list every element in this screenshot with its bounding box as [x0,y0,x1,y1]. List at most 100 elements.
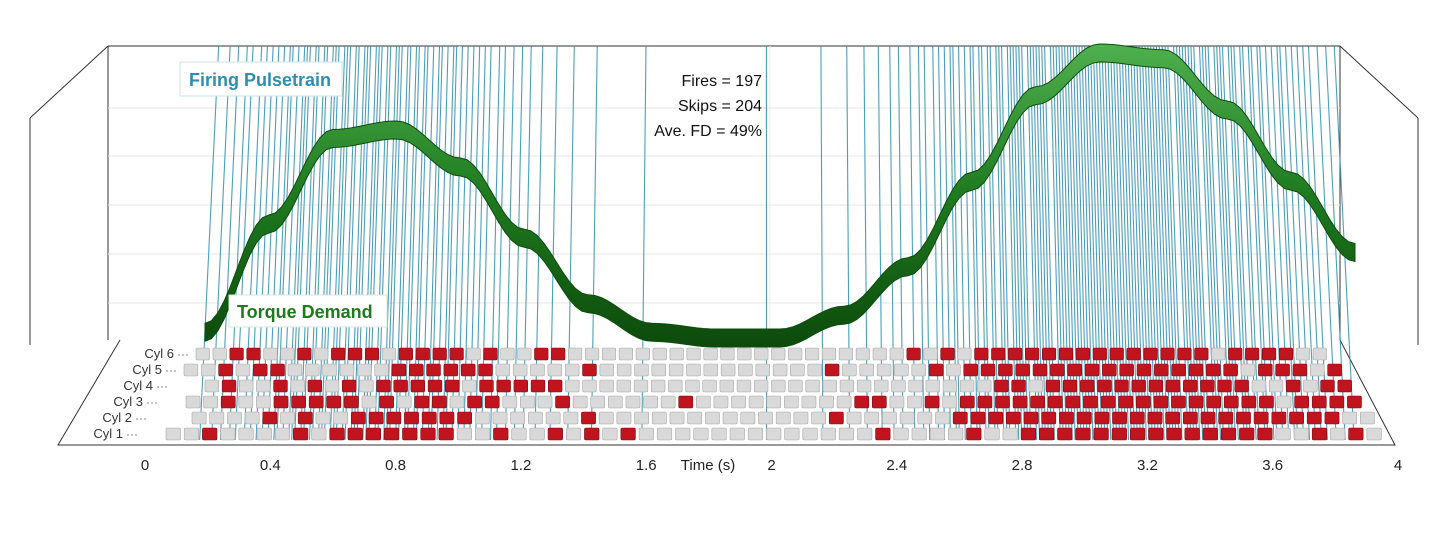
cylinder-fire-block [548,380,562,392]
cylinder-fire-block [1239,428,1254,440]
cylinder-skip-block [340,364,354,376]
cylinder-skip-block [877,364,891,376]
cylinder-fire-block [1349,428,1364,440]
cylinder-skip-block [600,380,614,392]
cylinder-skip-block [617,412,631,424]
cylinder-skip-block [847,412,861,424]
legend-torque-label: Torque Demand [237,302,373,322]
cylinder-fire-block [1006,412,1020,424]
cylinder-skip-block [257,428,272,440]
cylinder-fire-block [1077,412,1091,424]
cylinder-skip-block [703,380,717,392]
x-tick-label: 1.2 [510,457,531,474]
cylinder-skip-block [860,364,874,376]
cylinder-skip-block [806,380,820,392]
cylinder-fire-block [535,348,549,360]
cylinder-skip-block [721,348,735,360]
cylinder-fire-block [829,412,843,424]
x-tick-label: 1.6 [636,457,657,474]
cylinder-skip-block [943,396,957,408]
cylinder-skip-block [652,364,666,376]
cylinder-skip-block [900,412,914,424]
cylinder-skip-block [948,428,963,440]
cylinder-skip-block [739,364,753,376]
cylinder-fire-block [1325,412,1339,424]
cylinder-skip-block [639,428,654,440]
cylinder-fire-block [876,428,891,440]
cylinder-skip-block [771,348,785,360]
cylinder-skip-block [583,380,597,392]
cylinder-label: Cyl 3 [113,394,143,409]
cylinder-fire-block [404,412,418,424]
legend-firing-pulsetrain: Firing Pulsetrain [180,62,342,96]
cylinder-fire-block [344,396,358,408]
cylinder-skip-block [721,364,735,376]
cylinder-fire-block [1144,348,1158,360]
cylinder-fire-block [1242,396,1256,408]
cylinder-fire-block [416,348,430,360]
cylinder-skip-block [501,348,515,360]
cylinder-fire-block [1012,380,1026,392]
cylinder-fire-block [1093,348,1107,360]
cylinder-skip-block [239,428,254,440]
cylinder-skip-block [184,428,199,440]
cylinder-skip-block [1277,396,1291,408]
cylinder-skip-block [943,380,957,392]
cylinder-skip-block [457,428,472,440]
cylinder-fire-block [971,412,985,424]
cylinder-skip-block [493,412,507,424]
cylinder-skip-block [873,348,887,360]
cylinder-fire-block [872,396,886,408]
cylinder-fire-block [1295,396,1309,408]
cylinder-skip-block [362,396,376,408]
cylinder-skip-block [1304,380,1318,392]
cylinder-fire-block [1330,396,1344,408]
cylinder-fire-block [1312,428,1327,440]
cylinder-skip-block [686,380,700,392]
cylinder-fire-block [309,396,323,408]
cylinder-fire-block [1206,364,1220,376]
cylinder-skip-block [375,364,389,376]
cylinder-fire-block [1046,380,1060,392]
cylinder-fire-block [433,348,447,360]
cylinder-skip-block [518,348,532,360]
cylinder-fire-block [263,412,277,424]
cylinder-fire-block [479,364,493,376]
cylinder-fire-block [1183,380,1197,392]
cylinder-fire-block [1259,396,1273,408]
cylinder-skip-block [325,380,339,392]
cylinder-fire-block [351,412,365,424]
cylinder-fire-block [403,428,418,440]
cylinder-fire-block [1042,348,1056,360]
cylinder-skip-block [503,396,517,408]
cylinder-skip-block [635,412,649,424]
cylinder-fire-block [1130,428,1145,440]
cylinder-fire-block [1119,396,1133,408]
cylinder-skip-block [204,396,218,408]
cylinder-skip-block [635,364,649,376]
cylinder-fire-block [1276,364,1290,376]
cylinder-fire-block [941,348,955,360]
cylinder-skip-block [960,380,974,392]
cylinder-fire-block [1195,348,1209,360]
cylinder-skip-block [657,428,672,440]
cylinder-fire-block [1235,380,1249,392]
cylinder-skip-block [626,396,640,408]
cylinder-skip-block [935,412,949,424]
cylinder-skip-block [840,380,854,392]
cylinder-fire-block [1042,412,1056,424]
cylinder-skip-block [564,412,578,424]
stat-fires: Fires = 197 [682,73,763,90]
cylinder-skip-block [790,364,804,376]
cylinder-skip-block [704,348,718,360]
cylinder-skip-block [599,412,613,424]
cylinder-skip-block [651,380,665,392]
stats-block: Fires = 197 Skips = 204 Ave. FD = 49% [654,73,762,140]
cylinder-fire-block [1013,396,1027,408]
cylinder-fire-block [989,412,1003,424]
cylinder-fire-block [1120,364,1134,376]
cylinder-fire-block [929,364,943,376]
cylinder-skip-block [1367,428,1382,440]
cylinder-fire-block [1102,364,1116,376]
cylinder-fire-block [1076,428,1091,440]
